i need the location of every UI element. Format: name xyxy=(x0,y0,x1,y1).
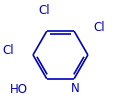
Text: Cl: Cl xyxy=(93,21,104,34)
Text: HO: HO xyxy=(9,83,27,96)
Text: N: N xyxy=(70,82,79,95)
Text: Cl: Cl xyxy=(2,44,14,57)
Text: Cl: Cl xyxy=(38,4,49,17)
